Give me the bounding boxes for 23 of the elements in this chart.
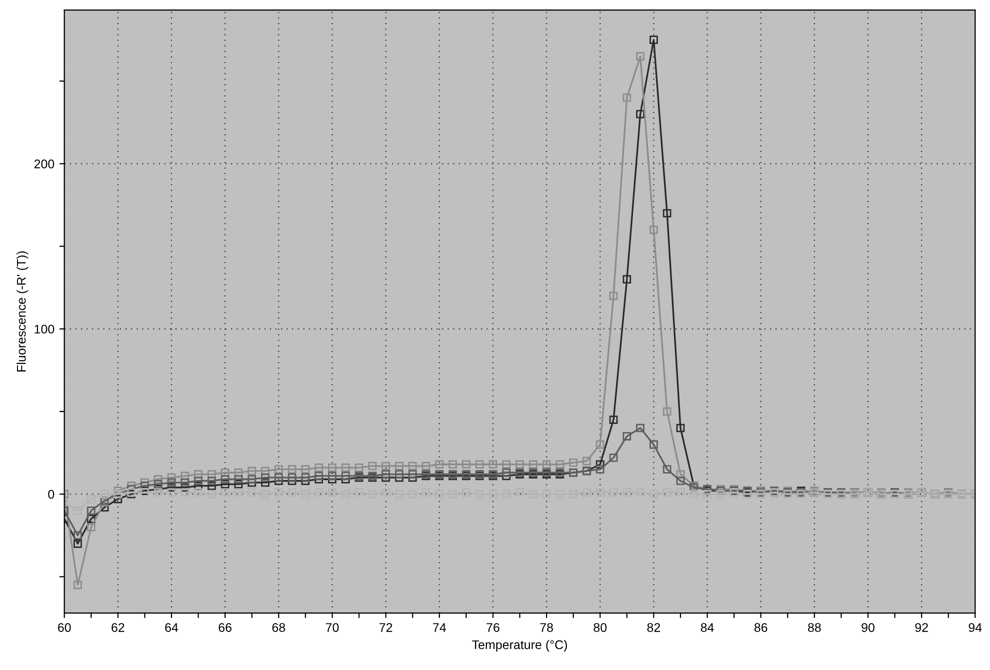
y-tick-label: 200 xyxy=(34,159,54,168)
x-tick-label: 64 xyxy=(165,623,178,632)
x-tick-label: 72 xyxy=(380,623,392,632)
x-tick-label: 78 xyxy=(540,623,553,632)
x-tick-label: 88 xyxy=(808,623,821,632)
y-tick-label: 0 xyxy=(48,490,54,499)
x-tick-label: 66 xyxy=(218,623,232,632)
x-tick-label: 68 xyxy=(272,623,286,632)
y-tick-label: 100 xyxy=(34,324,54,334)
x-axis-title: Temperature (°C) xyxy=(472,640,567,652)
x-tick-label: 86 xyxy=(754,623,768,632)
x-tick-label: 94 xyxy=(968,623,982,632)
x-tick-label: 62 xyxy=(112,623,124,632)
x-tick-label: 74 xyxy=(433,623,446,632)
x-tick-label: 82 xyxy=(647,623,660,632)
x-tick-label: 80 xyxy=(594,623,607,632)
y-axis-title: Fluorescence (-R' (T)) xyxy=(16,251,28,372)
x-tick-label: 90 xyxy=(862,623,874,632)
x-tick-label: 92 xyxy=(915,623,928,632)
x-tick-label: 76 xyxy=(486,623,500,632)
x-tick-label: 84 xyxy=(700,623,714,632)
x-tick-label: 70 xyxy=(326,623,339,632)
x-tick-label: 60 xyxy=(58,623,71,632)
